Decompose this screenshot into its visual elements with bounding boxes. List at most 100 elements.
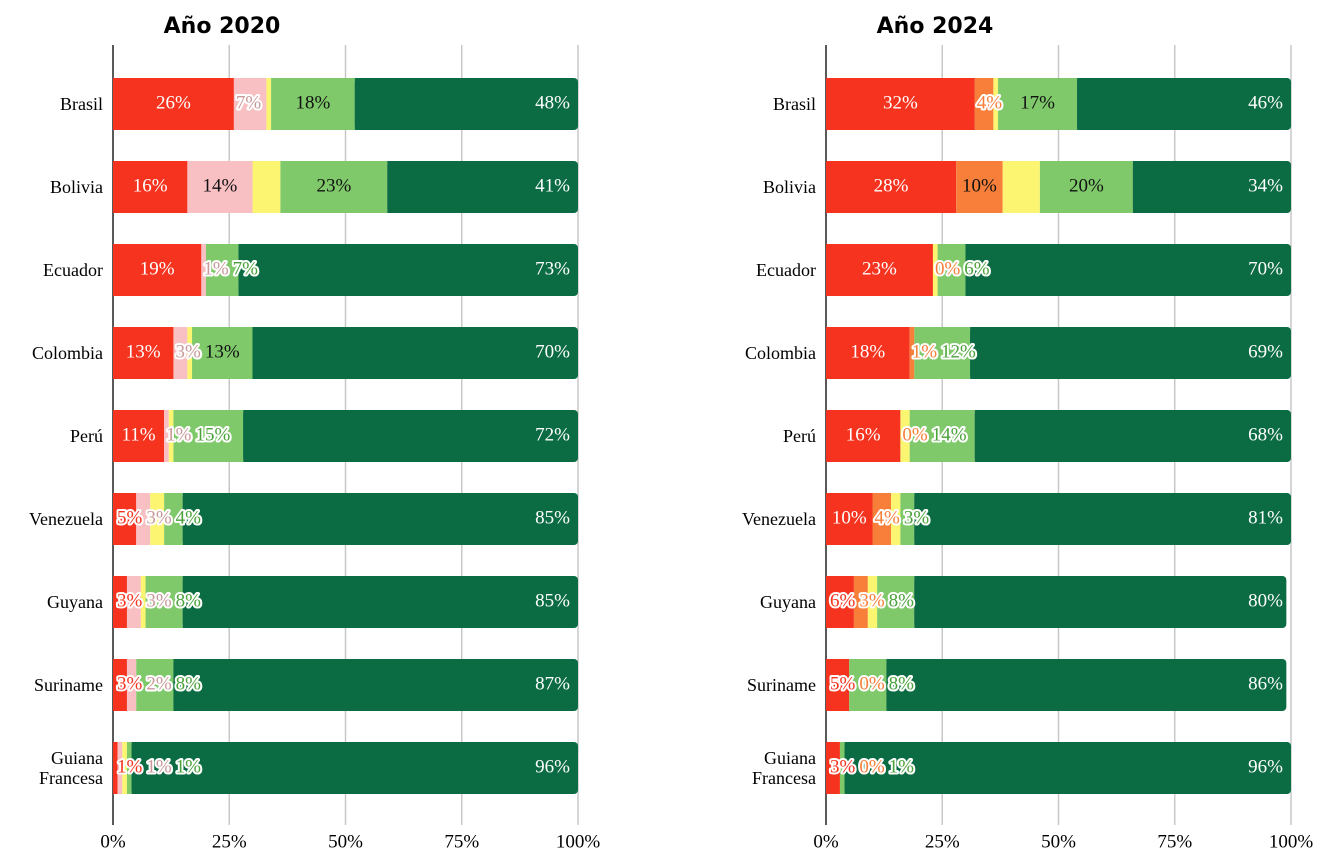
bar-segment <box>937 244 966 296</box>
bar-cover <box>387 161 394 213</box>
category-label: Bolivia <box>50 177 103 197</box>
data-label: 73% <box>535 258 570 279</box>
data-label: 4% <box>875 507 901 528</box>
bar-segment <box>150 493 165 545</box>
bar-segment <box>113 244 202 296</box>
bar-segment <box>126 742 132 794</box>
category-label: Perú <box>783 426 816 446</box>
bar-segment <box>914 576 1287 628</box>
bar-segment <box>891 493 901 545</box>
data-label: 18% <box>850 341 885 362</box>
bar-segment <box>238 244 579 296</box>
data-label: 4% <box>977 92 1003 113</box>
category-label: Ecuador <box>756 260 816 280</box>
data-label: 70% <box>535 341 570 362</box>
bar-segment <box>826 576 854 628</box>
bar-segment <box>122 742 127 794</box>
bar-segment <box>126 659 137 711</box>
data-label: 3% <box>117 590 143 611</box>
data-label: 8% <box>176 590 202 611</box>
bar-segment <box>187 161 253 213</box>
data-label: 14% <box>932 424 967 445</box>
data-label: 28% <box>874 175 909 196</box>
bar-segment <box>932 244 938 296</box>
bar-segment <box>867 576 878 628</box>
bar-cover <box>914 576 921 628</box>
bar-segment <box>826 161 957 213</box>
data-label: 1% <box>912 341 938 362</box>
bar-segment <box>252 327 578 379</box>
bar-segment <box>113 78 234 130</box>
bar-segment <box>164 493 183 545</box>
bar-segment <box>826 410 901 462</box>
data-label: 13% <box>205 341 240 362</box>
bar-segment <box>113 161 188 213</box>
x-tick-label: 25% <box>925 831 960 852</box>
data-label: 8% <box>889 673 915 694</box>
bar-segment <box>914 327 971 379</box>
bar-cover <box>252 327 259 379</box>
category-label: Suriname <box>34 675 103 695</box>
bar-segment <box>886 659 1287 711</box>
bar-cover <box>974 410 981 462</box>
data-label: 10% <box>962 175 997 196</box>
bar-segment <box>900 410 910 462</box>
bar-segment <box>1132 161 1291 213</box>
x-tick-label: 50% <box>1041 831 1076 852</box>
bar-segment <box>113 410 165 462</box>
bar-segment <box>853 576 868 628</box>
data-label: 69% <box>1248 341 1283 362</box>
data-label: 72% <box>535 424 570 445</box>
bar-segment <box>126 576 141 628</box>
chart-title: Año 2020 <box>164 14 281 39</box>
data-label: 0% <box>859 756 885 777</box>
data-label: 19% <box>140 258 175 279</box>
bar-segment <box>877 576 915 628</box>
bar-segment <box>849 659 887 711</box>
data-label: 7% <box>236 92 262 113</box>
data-label: 3% <box>117 673 143 694</box>
data-label: 1% <box>889 756 915 777</box>
bar-segment <box>136 659 174 711</box>
data-label: 14% <box>203 175 238 196</box>
data-label: 1% <box>203 258 229 279</box>
data-label: 20% <box>1069 175 1104 196</box>
category-label: Venezuela <box>742 509 816 529</box>
data-label: 96% <box>535 756 570 777</box>
bar-segment <box>173 410 244 462</box>
bar-segment <box>839 742 845 794</box>
x-tick-label: 25% <box>212 831 247 852</box>
bar-segment <box>1002 161 1040 213</box>
bar-cover <box>182 493 189 545</box>
bar-cover <box>354 78 361 130</box>
data-label: 46% <box>1248 92 1283 113</box>
data-label: 3% <box>830 756 856 777</box>
data-label: 1% <box>146 756 172 777</box>
data-label: 8% <box>889 590 915 611</box>
bar-cover <box>173 659 180 711</box>
data-label: 26% <box>156 92 191 113</box>
data-label: 3% <box>175 341 201 362</box>
category-label: Brasil <box>773 94 816 114</box>
bar-segment <box>872 493 892 545</box>
bar-segment <box>993 78 999 130</box>
bar-segment <box>826 742 840 794</box>
bar-segment <box>387 161 578 213</box>
bar-cover <box>886 659 893 711</box>
bar-segment <box>826 493 873 545</box>
data-label: 8% <box>176 673 202 694</box>
x-tick-label: 0% <box>813 831 839 852</box>
data-label: 23% <box>316 175 351 196</box>
data-label: 23% <box>862 258 897 279</box>
bar-segment <box>826 78 975 130</box>
data-label: 11% <box>122 424 156 445</box>
bar-segment <box>900 493 915 545</box>
bar-cover <box>844 742 851 794</box>
x-tick-label: 75% <box>444 831 479 852</box>
bar-segment <box>145 576 183 628</box>
data-label: 17% <box>1020 92 1055 113</box>
category-label: Colombia <box>745 343 816 363</box>
bar-segment <box>243 410 578 462</box>
